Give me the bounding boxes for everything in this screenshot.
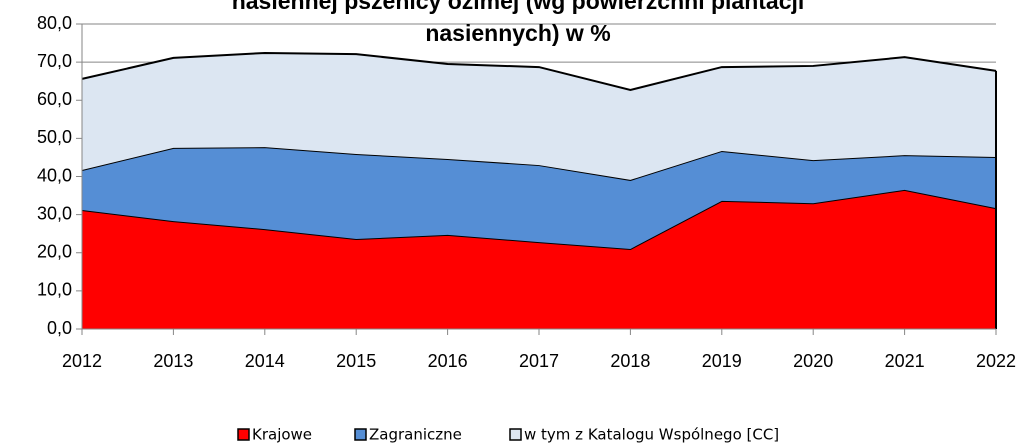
area-edge (81, 51, 997, 91)
x-tick-label: 2014 (245, 351, 285, 371)
area-fill (82, 52, 996, 180)
x-tick-label: 2015 (336, 351, 376, 371)
x-tick-label: 2016 (428, 351, 468, 371)
x-tick-label: 2012 (62, 351, 102, 371)
title-line: nasiennych) w % (425, 20, 610, 46)
y-tick-label: 10,0 (37, 280, 72, 300)
y-tick-label: 70,0 (37, 51, 72, 71)
y-tick-label: 60,0 (37, 89, 72, 109)
y-tick-label: 80,0 (37, 13, 72, 33)
x-tick-label: 2022 (976, 351, 1016, 371)
x-tick-label: 2019 (702, 351, 742, 371)
title-line: nasiennej pszenicy ozimej (wg powierzchn… (232, 0, 805, 14)
chart-title: nasiennej pszenicy ozimej (wg powierzchn… (232, 0, 805, 46)
legend-swatch (509, 428, 522, 441)
legend-swatch (354, 428, 367, 441)
y-tick-label: 30,0 (37, 203, 72, 223)
x-tick-label: 2013 (153, 351, 193, 371)
area-fill (82, 189, 996, 329)
x-tick-label: 2020 (793, 351, 833, 371)
x-tick-label: 2021 (885, 351, 925, 371)
y-tick-label: 0,0 (47, 318, 72, 338)
legend-label: w tym z Katalogu Wspólnego [CC] (524, 426, 779, 444)
y-tick-label: 20,0 (37, 242, 72, 262)
x-tick-label: 2018 (610, 351, 650, 371)
area-fill (82, 147, 996, 249)
legend-label: Zagraniczne (369, 426, 462, 444)
y-tick-label: 40,0 (37, 165, 72, 185)
legend-label: Krajowe (252, 426, 312, 444)
legend-swatch (237, 428, 250, 441)
y-tick-label: 50,0 (37, 127, 72, 147)
x-tick-label: 2017 (519, 351, 559, 371)
